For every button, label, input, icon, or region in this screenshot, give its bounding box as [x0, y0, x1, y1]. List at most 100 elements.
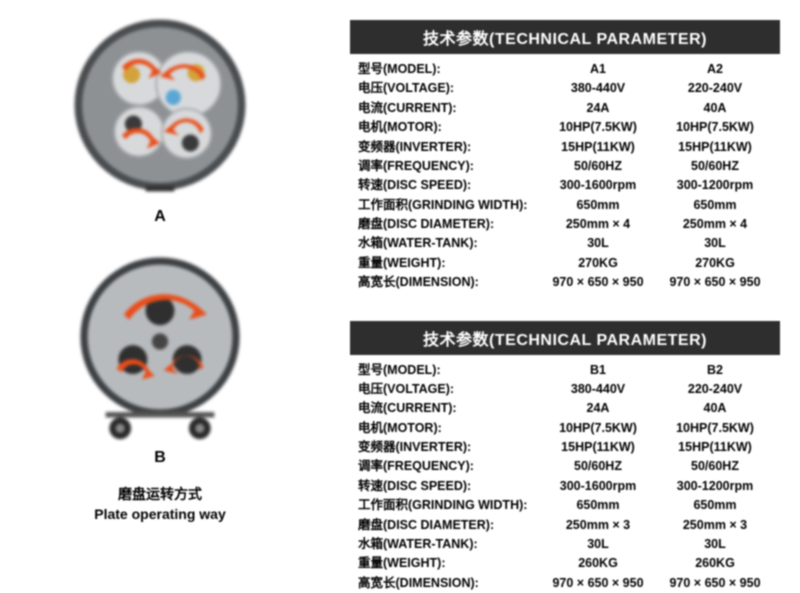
row-label: 电流(CURRENT): — [358, 399, 538, 418]
row-val2: 40A — [658, 99, 772, 118]
row-val2: 650mm — [658, 496, 772, 515]
row-val1: 50/60HZ — [538, 457, 658, 476]
table-row: 工作面积(GRINDING WIDTH):650mm650mm — [358, 196, 772, 215]
table-row: 电机(MOTOR):10HP(7.5KW)10HP(7.5KW) — [358, 118, 772, 137]
row-val2: 10HP(7.5KW) — [658, 419, 772, 438]
row-val1: 50/60HZ — [538, 157, 658, 176]
row-label: 变频器(INVERTER): — [358, 138, 538, 157]
row-val2: 970 × 650 × 950 — [658, 273, 772, 292]
row-val1: 970 × 650 × 950 — [538, 273, 658, 292]
table-row: 电压(VOLTAGE):380-440V220-240V — [358, 79, 772, 98]
table-row: 变频器(INVERTER):15HP(11KW)15HP(11KW) — [358, 138, 772, 157]
row-val1: 10HP(7.5KW) — [538, 118, 658, 137]
row-val1: 10HP(7.5KW) — [538, 419, 658, 438]
row-val1: 24A — [538, 399, 658, 418]
row-val1: 15HP(11KW) — [538, 438, 658, 457]
table-row: 变频器(INVERTER):15HP(11KW)15HP(11KW) — [358, 438, 772, 457]
row-val1: A1 — [538, 60, 658, 79]
row-val1: 300-1600rpm — [538, 176, 658, 195]
row-val1: 260KG — [538, 554, 658, 573]
table-row: 转速(DISC SPEED):300-1600rpm300-1200rpm — [358, 176, 772, 195]
row-label: 磨盘(DISC DIAMETER): — [358, 516, 538, 535]
row-val1: 380-440V — [538, 380, 658, 399]
row-val1: B1 — [538, 361, 658, 380]
row-val2: 250mm × 3 — [658, 516, 772, 535]
row-val2: 40A — [658, 399, 772, 418]
table-row: 水箱(WATER-TANK):30L30L — [358, 234, 772, 253]
row-val1: 30L — [538, 234, 658, 253]
machine-a-image — [65, 10, 255, 200]
table-row: 磨盘(DISC DIAMETER):250mm × 4250mm × 4 — [358, 215, 772, 234]
table-a-body: 型号(MODEL):A1A2电压(VOLTAGE):380-440V220-24… — [350, 54, 780, 293]
row-val2: 30L — [658, 234, 772, 253]
row-label: 转速(DISC SPEED): — [358, 176, 538, 195]
table-row: 电压(VOLTAGE):380-440V220-240V — [358, 380, 772, 399]
row-val2: 30L — [658, 535, 772, 554]
table-row: 水箱(WATER-TANK):30L30L — [358, 535, 772, 554]
row-label: 电流(CURRENT): — [358, 99, 538, 118]
table-row: 电机(MOTOR):10HP(7.5KW)10HP(7.5KW) — [358, 419, 772, 438]
table-row: 磨盘(DISC DIAMETER):250mm × 3250mm × 3 — [358, 516, 772, 535]
left-column: A B 磨盘运转方式 — [20, 10, 300, 524]
table-row: 转速(DISC SPEED):300-1600rpm300-1200rpm — [358, 477, 772, 496]
row-val2: 220-240V — [658, 79, 772, 98]
row-val1: 380-440V — [538, 79, 658, 98]
table-row: 重量(WEIGHT):270KG270KG — [358, 254, 772, 273]
row-val2: 650mm — [658, 196, 772, 215]
row-label: 水箱(WATER-TANK): — [358, 234, 538, 253]
caption-en: Plate operating way — [94, 505, 225, 525]
row-val2: B2 — [658, 361, 772, 380]
table-row: 高宽长(DIMENSION):970 × 650 × 950970 × 650 … — [358, 273, 772, 292]
table-a-header: 技术参数(TECHNICAL PARAMETER) — [350, 20, 780, 54]
right-column: 技术参数(TECHNICAL PARAMETER) 型号(MODEL):A1A2… — [350, 20, 780, 593]
row-val1: 15HP(11KW) — [538, 138, 658, 157]
row-label: 型号(MODEL): — [358, 60, 538, 79]
table-row: 型号(MODEL):B1B2 — [358, 361, 772, 380]
row-label: 电压(VOLTAGE): — [358, 380, 538, 399]
row-val1: 650mm — [538, 196, 658, 215]
row-val1: 250mm × 3 — [538, 516, 658, 535]
row-label: 电机(MOTOR): — [358, 118, 538, 137]
row-val1: 270KG — [538, 254, 658, 273]
row-val1: 970 × 650 × 950 — [538, 574, 658, 593]
row-label: 重量(WEIGHT): — [358, 554, 538, 573]
row-val2: A2 — [658, 60, 772, 79]
row-val2: 15HP(11KW) — [658, 138, 772, 157]
row-val2: 300-1200rpm — [658, 176, 772, 195]
row-val1: 300-1600rpm — [538, 477, 658, 496]
row-val2: 300-1200rpm — [658, 477, 772, 496]
table-row: 重量(WEIGHT):260KG260KG — [358, 554, 772, 573]
row-val1: 250mm × 4 — [538, 215, 658, 234]
table-row: 高宽长(DIMENSION):970 × 650 × 950970 × 650 … — [358, 574, 772, 593]
row-val1: 30L — [538, 535, 658, 554]
row-label: 变频器(INVERTER): — [358, 438, 538, 457]
row-val2: 15HP(11KW) — [658, 438, 772, 457]
row-val2: 50/60HZ — [658, 157, 772, 176]
table-row: 电流(CURRENT):24A40A — [358, 99, 772, 118]
row-label: 工作面积(GRINDING WIDTH): — [358, 196, 538, 215]
row-label: 磨盘(DISC DIAMETER): — [358, 215, 538, 234]
table-b-header: 技术参数(TECHNICAL PARAMETER) — [350, 321, 780, 355]
table-row: 工作面积(GRINDING WIDTH):650mm650mm — [358, 496, 772, 515]
row-label: 工作面积(GRINDING WIDTH): — [358, 496, 538, 515]
plate-caption: 磨盘运转方式 Plate operating way — [94, 485, 225, 524]
row-val1: 24A — [538, 99, 658, 118]
row-val2: 50/60HZ — [658, 457, 772, 476]
caption-cn: 磨盘运转方式 — [94, 485, 225, 505]
param-table-a: 技术参数(TECHNICAL PARAMETER) 型号(MODEL):A1A2… — [350, 20, 780, 293]
row-label: 转速(DISC SPEED): — [358, 477, 538, 496]
row-val2: 270KG — [658, 254, 772, 273]
row-label: 高宽长(DIMENSION): — [358, 574, 538, 593]
row-val2: 250mm × 4 — [658, 215, 772, 234]
table-row: 电流(CURRENT):24A40A — [358, 399, 772, 418]
row-val2: 220-240V — [658, 380, 772, 399]
row-label: 型号(MODEL): — [358, 361, 538, 380]
table-b-body: 型号(MODEL):B1B2电压(VOLTAGE):380-440V220-24… — [350, 355, 780, 593]
table-row: 型号(MODEL):A1A2 — [358, 60, 772, 79]
row-label: 电机(MOTOR): — [358, 419, 538, 438]
row-val2: 970 × 650 × 950 — [658, 574, 772, 593]
row-val1: 650mm — [538, 496, 658, 515]
row-val2: 260KG — [658, 554, 772, 573]
machine-b-image — [65, 251, 255, 441]
row-label: 水箱(WATER-TANK): — [358, 535, 538, 554]
